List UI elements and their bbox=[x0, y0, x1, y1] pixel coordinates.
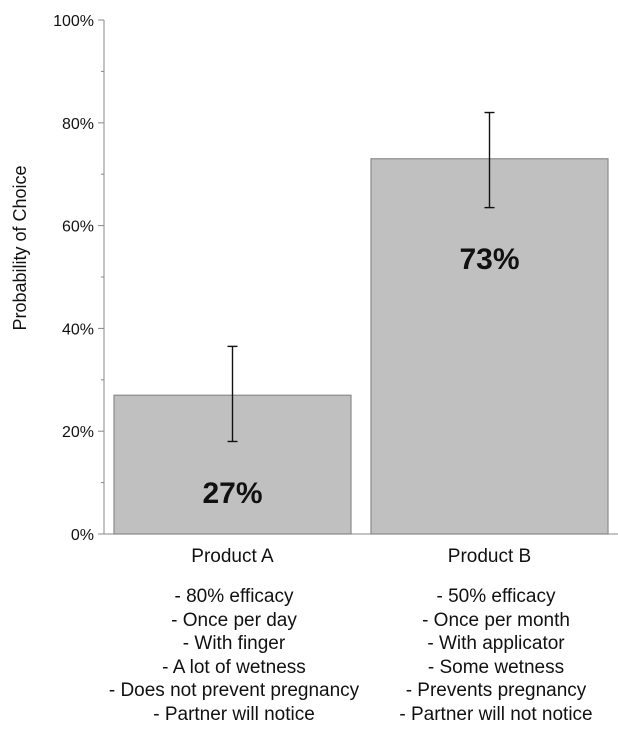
product-a-attributes: - 80% efficacy - Once per day - With finge… bbox=[104, 585, 364, 726]
data-label: 73% bbox=[459, 243, 519, 276]
y-tick-label: 40% bbox=[62, 321, 94, 338]
bar-chart: 0%20%40%60%80%100% 27%73% Product A Produ… bbox=[10, 13, 618, 567]
y-tick-label: 0% bbox=[71, 527, 94, 544]
bar-product-b bbox=[370, 158, 609, 535]
attribute-item: - 80% efficacy bbox=[174, 586, 294, 607]
x-axis: Product A Product B bbox=[104, 533, 618, 567]
attribute-item: - Partner will notice bbox=[153, 703, 315, 725]
attribute-item: - Prevents pregnancy bbox=[405, 680, 587, 701]
x-category-label: Product A bbox=[191, 546, 274, 567]
data-label: 27% bbox=[202, 477, 262, 510]
attribute-item: - Partner will not notice bbox=[399, 703, 593, 725]
attribute-item: - With applicator bbox=[427, 633, 565, 654]
y-tick-label: 20% bbox=[62, 424, 94, 441]
attribute-item: - Once per day bbox=[171, 609, 297, 631]
attribute-item: - With finger bbox=[182, 633, 286, 654]
attribute-item: - Once per month bbox=[422, 609, 570, 631]
x-category-label: Product B bbox=[448, 546, 531, 567]
bars: 27% 73% bbox=[113, 111, 609, 535]
attribute-item: - Some wetness bbox=[427, 656, 565, 678]
y-tick-label: 60% bbox=[62, 219, 94, 236]
attribute-item: - 50% efficacy bbox=[436, 586, 556, 607]
y-tick-label: 100% bbox=[53, 13, 94, 30]
product-b-attributes: - 50% efficacy - Once per month - With app… bbox=[366, 585, 618, 726]
attribute-item: - Does not prevent pregnancy bbox=[108, 680, 360, 701]
y-axis: 0% 20% 40% 60% 80% 100% bbox=[53, 13, 105, 544]
y-tick-label: 80% bbox=[62, 116, 94, 133]
attribute-item: - A lot of wetness bbox=[162, 656, 306, 678]
y-axis-label: Probability of Choice bbox=[10, 165, 30, 330]
